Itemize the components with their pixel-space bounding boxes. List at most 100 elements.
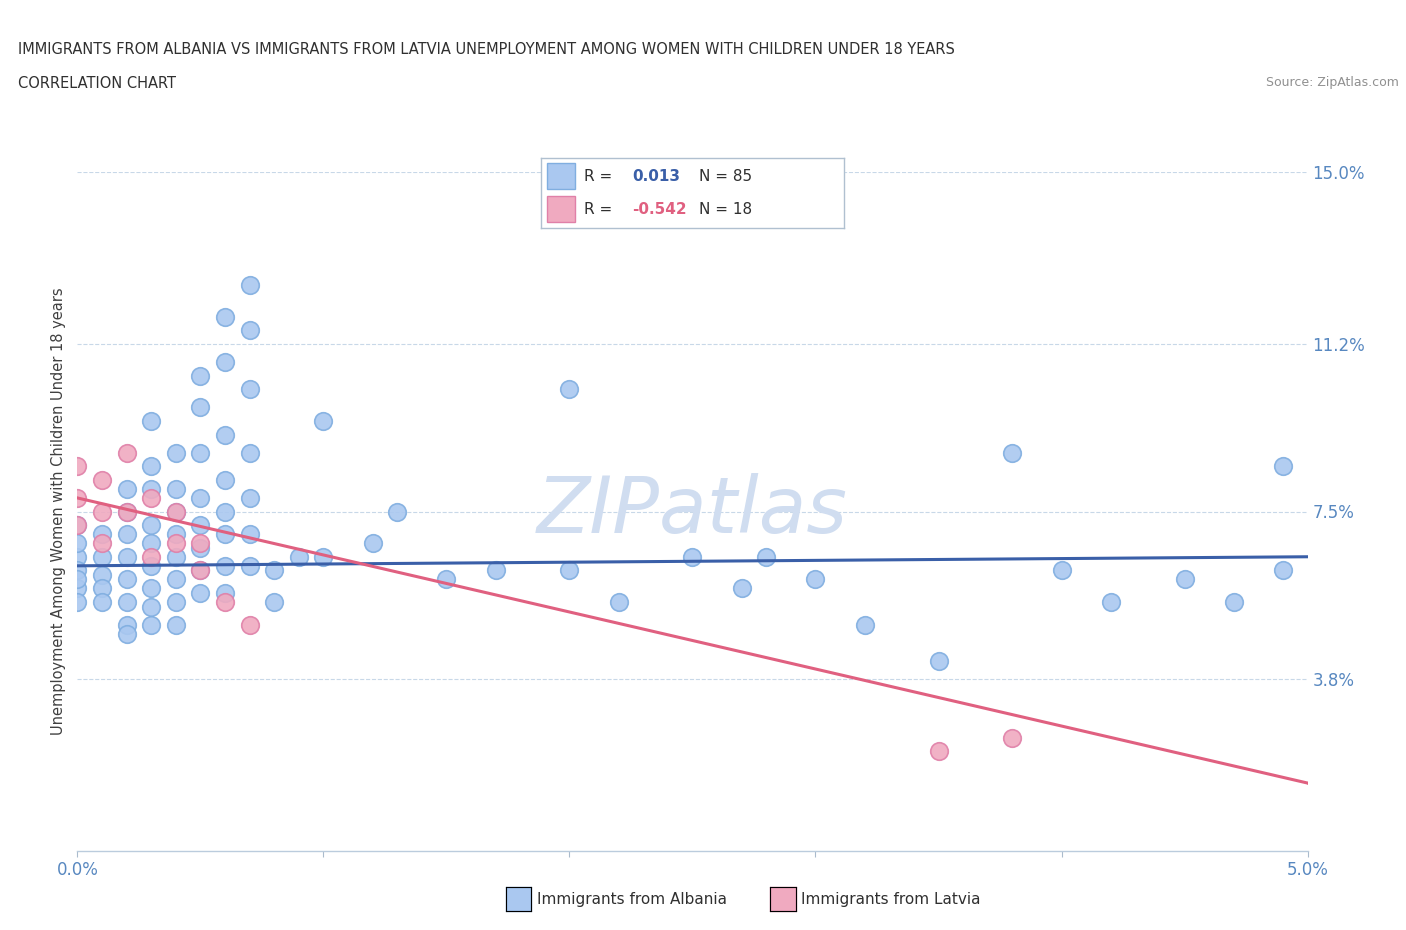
Point	[90, 526, 114, 541]
Point	[115, 504, 138, 519]
Point	[141, 490, 163, 505]
Point	[115, 550, 138, 565]
Point	[165, 618, 187, 632]
Point	[165, 594, 187, 609]
Point	[558, 563, 581, 578]
Point	[188, 563, 212, 578]
Text: -0.542: -0.542	[633, 202, 686, 217]
Point	[1174, 572, 1197, 587]
Point	[188, 518, 212, 533]
Point	[66, 594, 89, 609]
Point	[115, 618, 138, 632]
Point	[141, 518, 163, 533]
Point	[558, 382, 581, 397]
Point	[188, 540, 212, 555]
Point	[165, 504, 187, 519]
Point	[66, 518, 89, 533]
Point	[90, 536, 114, 551]
Point	[755, 550, 778, 565]
Point	[214, 354, 236, 369]
Point	[90, 504, 114, 519]
Point	[214, 526, 236, 541]
Text: IMMIGRANTS FROM ALBANIA VS IMMIGRANTS FROM LATVIA UNEMPLOYMENT AMONG WOMEN WITH : IMMIGRANTS FROM ALBANIA VS IMMIGRANTS FR…	[18, 42, 955, 57]
Point	[165, 526, 187, 541]
Point	[1223, 594, 1246, 609]
Point	[607, 594, 630, 609]
Point	[66, 550, 89, 565]
Point	[312, 414, 335, 429]
Point	[165, 445, 187, 460]
Point	[90, 581, 114, 596]
Point	[361, 536, 384, 551]
Point	[188, 400, 212, 415]
Text: Immigrants from Latvia: Immigrants from Latvia	[801, 892, 981, 907]
Point	[141, 536, 163, 551]
Point	[66, 490, 89, 505]
Point	[1001, 730, 1024, 745]
Point	[188, 368, 212, 383]
Point	[188, 563, 212, 578]
Point	[731, 581, 754, 596]
Point	[485, 563, 508, 578]
Point	[115, 445, 138, 460]
Text: CORRELATION CHART: CORRELATION CHART	[18, 76, 176, 91]
Text: 0.013: 0.013	[633, 169, 681, 184]
Point	[214, 504, 236, 519]
Point	[214, 558, 236, 573]
Point	[66, 572, 89, 587]
Point	[1050, 563, 1073, 578]
Point	[66, 518, 89, 533]
Point	[141, 558, 163, 573]
Point	[1001, 445, 1024, 460]
Y-axis label: Unemployment Among Women with Children Under 18 years: Unemployment Among Women with Children U…	[51, 287, 66, 736]
Point	[928, 654, 950, 669]
Point	[90, 550, 114, 565]
Point	[188, 536, 212, 551]
Point	[804, 572, 827, 587]
Point	[165, 482, 187, 497]
Point	[115, 594, 138, 609]
Point	[90, 567, 114, 582]
Point	[853, 618, 876, 632]
Point	[66, 581, 89, 596]
FancyBboxPatch shape	[547, 196, 575, 222]
Point	[239, 323, 262, 338]
Text: ZIPatlas: ZIPatlas	[537, 473, 848, 550]
Point	[239, 618, 262, 632]
Text: N = 85: N = 85	[699, 169, 752, 184]
Point	[165, 550, 187, 565]
Point	[141, 458, 163, 473]
Point	[239, 490, 262, 505]
Point	[141, 414, 163, 429]
Text: R =: R =	[583, 169, 617, 184]
Point	[682, 550, 704, 565]
Point	[165, 536, 187, 551]
Point	[239, 558, 262, 573]
Point	[1099, 594, 1122, 609]
Point	[115, 504, 138, 519]
Text: Immigrants from Albania: Immigrants from Albania	[537, 892, 727, 907]
Point	[239, 445, 262, 460]
Point	[214, 586, 236, 601]
Point	[66, 563, 89, 578]
Point	[66, 458, 89, 473]
Text: R =: R =	[583, 202, 617, 217]
Point	[165, 504, 187, 519]
Point	[387, 504, 409, 519]
Point	[188, 490, 212, 505]
Point	[214, 594, 236, 609]
Point	[141, 581, 163, 596]
Point	[115, 526, 138, 541]
Point	[115, 482, 138, 497]
FancyBboxPatch shape	[547, 163, 575, 190]
Point	[263, 594, 285, 609]
Point	[239, 382, 262, 397]
Point	[188, 445, 212, 460]
Point	[239, 278, 262, 293]
Point	[312, 550, 335, 565]
Point	[436, 572, 458, 587]
Point	[90, 594, 114, 609]
Point	[115, 572, 138, 587]
Point	[165, 572, 187, 587]
Point	[141, 618, 163, 632]
